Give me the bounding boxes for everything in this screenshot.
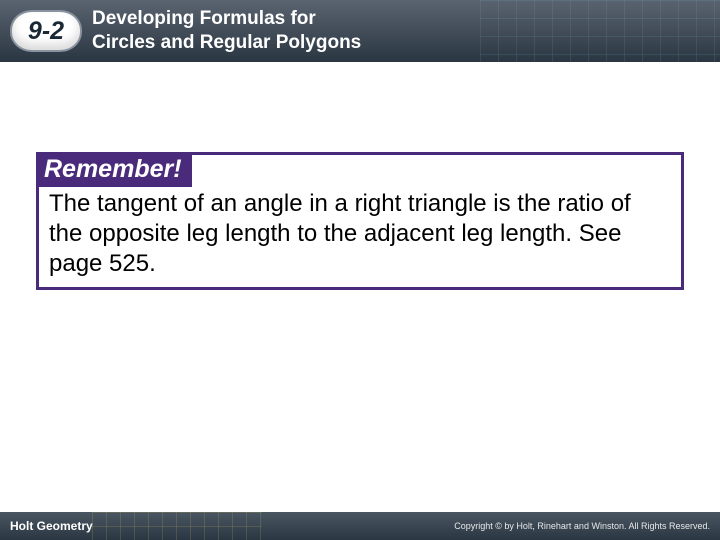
- content-area: Remember! The tangent of an angle in a r…: [0, 62, 720, 290]
- lesson-number: 9-2: [28, 17, 64, 46]
- footer-copyright: Copyright © by Holt, Rinehart and Winsto…: [454, 521, 710, 531]
- remember-text: The tangent of an angle in a right trian…: [39, 187, 681, 287]
- lesson-title: Developing Formulas for Circles and Regu…: [92, 7, 361, 55]
- footer-brand: Holt Geometry: [10, 519, 93, 533]
- lesson-title-line2: Circles and Regular Polygons: [92, 31, 361, 55]
- header-grid-decoration: [480, 0, 720, 62]
- lesson-title-line1: Developing Formulas for: [92, 7, 361, 31]
- footer-grid-decoration: [92, 512, 262, 540]
- header-bar: 9-2 Developing Formulas for Circles and …: [0, 0, 720, 62]
- remember-callout: Remember! The tangent of an angle in a r…: [36, 152, 684, 290]
- lesson-number-badge: 9-2: [10, 10, 82, 52]
- remember-label: Remember!: [36, 152, 192, 187]
- footer-bar: Holt Geometry Copyright © by Holt, Rineh…: [0, 512, 720, 540]
